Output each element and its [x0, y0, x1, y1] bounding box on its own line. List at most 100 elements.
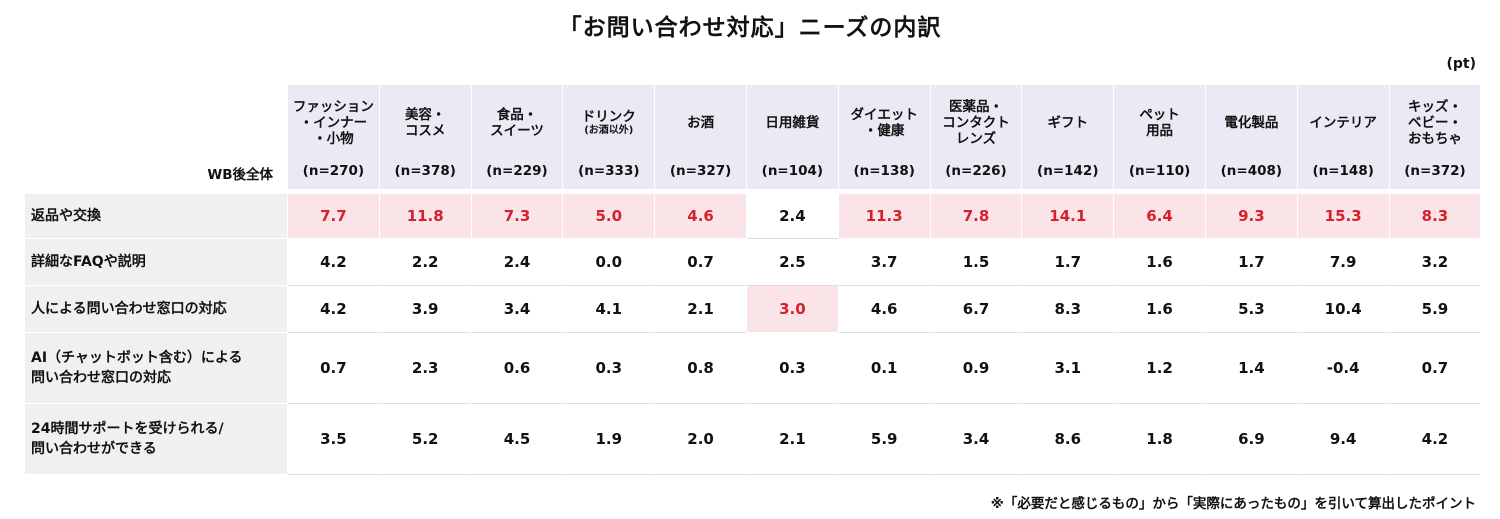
- row-label: 返品や交換: [25, 194, 287, 239]
- column-sample-size: (n=138): [853, 163, 915, 179]
- column-name: お酒: [687, 91, 714, 155]
- column-name-text: 電化製品: [1224, 115, 1279, 131]
- unit-label: (pt): [1446, 56, 1476, 72]
- table-cell: 3.2: [1389, 239, 1481, 286]
- header-corner: WB後全体: [25, 85, 287, 189]
- table-cell: 5.0: [563, 194, 655, 239]
- column-name: 日用雑貨: [765, 91, 819, 155]
- table-cell: 0.8: [655, 333, 746, 404]
- table-cell: 6.9: [1205, 404, 1297, 475]
- table-cell: 2.4: [471, 239, 563, 286]
- table-cell: 0.0: [563, 239, 655, 286]
- column-sample-size: (n=229): [486, 163, 548, 179]
- column-sample-size: (n=110): [1128, 163, 1191, 179]
- column-sample-size: (n=378): [394, 163, 456, 179]
- column-header: ドリンク (お酒以外) (n=333): [563, 85, 655, 189]
- table-cell: 3.5: [288, 404, 379, 475]
- table-cell: 6.7: [930, 286, 1022, 333]
- column-name: 美容・ コスメ: [405, 91, 446, 155]
- column-name-text: キッズ・ ベビー・ おもちゃ: [1407, 99, 1462, 147]
- table-cell: 10.4: [1297, 286, 1389, 333]
- table-cell: 7.9: [1297, 239, 1389, 286]
- table-cell: 4.6: [838, 286, 930, 333]
- column-name: ギフト: [1048, 91, 1089, 155]
- table-cell: 3.0: [746, 286, 838, 333]
- table-cell: 4.5: [471, 404, 563, 475]
- table-cell: 1.6: [1114, 239, 1205, 286]
- column-name-text: 日用雑貨: [765, 115, 820, 131]
- column-header: キッズ・ ベビー・ おもちゃ (n=372): [1389, 85, 1481, 189]
- table-cell: 0.7: [288, 333, 379, 404]
- table-cell: 1.4: [1205, 333, 1297, 404]
- footnote: ※「必要だと感じるもの」から「実際にあったもの」を引いて算出したポイント: [990, 496, 1476, 512]
- column-name: ファッション ・インナー ・小物: [293, 91, 374, 155]
- table-cell: 1.7: [1205, 239, 1297, 286]
- column-name: 食品・ スイーツ: [490, 91, 544, 155]
- column-name-text: インテリア: [1309, 115, 1377, 131]
- column-name-text: ギフト: [1047, 115, 1089, 131]
- column-header: 電化製品 (n=408): [1205, 85, 1297, 189]
- row-label: 人による問い合わせ窓口の対応: [25, 286, 287, 333]
- table-cell: 9.3: [1205, 194, 1297, 239]
- table-cell: 3.4: [930, 404, 1022, 475]
- table-cell: 0.7: [1389, 333, 1481, 404]
- column-sample-size: (n=408): [1220, 163, 1283, 179]
- table-cell: 2.4: [746, 194, 838, 239]
- column-name-text: 医薬品・ コンタクト レンズ: [942, 99, 1010, 147]
- table-cell: 5.2: [379, 404, 471, 475]
- column-header: ペット 用品 (n=110): [1114, 85, 1205, 189]
- column-name: 医薬品・ コンタクト レンズ: [942, 91, 1010, 155]
- column-header: 日用雑貨 (n=104): [746, 85, 838, 189]
- table-cell: 0.9: [930, 333, 1022, 404]
- table-cell: 1.7: [1022, 239, 1114, 286]
- table-cell: 2.5: [746, 239, 838, 286]
- row-label: 詳細なFAQや説明: [25, 239, 287, 286]
- table-cell: 4.2: [288, 239, 379, 286]
- table-cell: 7.3: [471, 194, 563, 239]
- column-name-text: お酒: [687, 115, 715, 131]
- column-sample-size: (n=372): [1404, 163, 1466, 179]
- column-name: ドリンク (お酒以外): [582, 91, 636, 155]
- column-sample-size: (n=333): [578, 163, 640, 179]
- column-name: キッズ・ ベビー・ おもちゃ: [1408, 91, 1462, 155]
- table-cell: 1.9: [563, 404, 655, 475]
- table-cell: 7.8: [930, 194, 1022, 239]
- table-cell: 15.3: [1297, 194, 1389, 239]
- table-cell: 3.9: [379, 286, 471, 333]
- column-header: お酒 (n=327): [655, 85, 746, 189]
- column-subname: (お酒以外): [584, 125, 634, 136]
- table-cell: 0.7: [655, 239, 746, 286]
- table-cell: 11.8: [379, 194, 471, 239]
- column-name: 電化製品: [1224, 91, 1278, 155]
- table-cell: 2.0: [655, 404, 746, 475]
- column-name: インテリア: [1309, 91, 1377, 155]
- column-header: インテリア (n=148): [1297, 85, 1389, 189]
- table-cell: 1.8: [1114, 404, 1205, 475]
- table-cell: 5.9: [838, 404, 930, 475]
- data-table: WB後全体 ファッション ・インナー ・小物 (n=270) 美容・ コスメ (n=3…: [25, 85, 1481, 475]
- table-cell: 8.3: [1389, 194, 1481, 239]
- column-sample-size: (n=270): [302, 163, 365, 179]
- column-header: 医薬品・ コンタクト レンズ (n=226): [930, 85, 1022, 189]
- table-cell: 2.3: [379, 333, 471, 404]
- table-cell: 2.1: [655, 286, 746, 333]
- column-header: ダイエット ・健康 (n=138): [838, 85, 930, 189]
- column-name-text: 美容・ コスメ: [404, 107, 446, 139]
- table-cell: 9.4: [1297, 404, 1389, 475]
- table-cell: 5.9: [1389, 286, 1481, 333]
- column-header: 食品・ スイーツ (n=229): [471, 85, 563, 189]
- table-cell: 2.2: [379, 239, 471, 286]
- column-name-text: ペット 用品: [1139, 107, 1180, 139]
- table-cell: 0.3: [563, 333, 655, 404]
- column-header: ファッション ・インナー ・小物 (n=270): [288, 85, 379, 189]
- table-cell: 8.3: [1022, 286, 1114, 333]
- table-cell: 2.1: [746, 404, 838, 475]
- table-cell: 3.7: [838, 239, 930, 286]
- table-cell: 8.6: [1022, 404, 1114, 475]
- column-name: ダイエット ・健康: [850, 91, 917, 155]
- column-name-text: ドリンク: [581, 109, 636, 125]
- column-header: 美容・ コスメ (n=378): [379, 85, 471, 189]
- column-sample-size: (n=142): [1037, 163, 1099, 179]
- table-cell: 1.2: [1114, 333, 1205, 404]
- column-name-text: ダイエット ・健康: [850, 107, 918, 139]
